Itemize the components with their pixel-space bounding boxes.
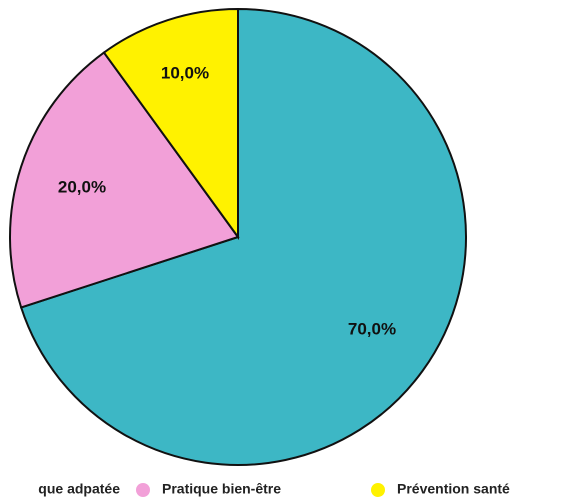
- legend-label: Prévention santé: [397, 481, 510, 497]
- legend-swatch: [136, 483, 150, 497]
- slice-label: 20,0%: [58, 177, 106, 196]
- legend-label: Pratique bien-être: [162, 481, 281, 497]
- slice-label: 70,0%: [348, 319, 396, 338]
- legend-label: que adpatée: [38, 481, 120, 497]
- legend-swatch: [371, 483, 385, 497]
- chart: 70,0% 20,0% 10,0% que adpatée Pratique bien-…: [0, 0, 562, 500]
- slice-label: 10,0%: [161, 63, 209, 82]
